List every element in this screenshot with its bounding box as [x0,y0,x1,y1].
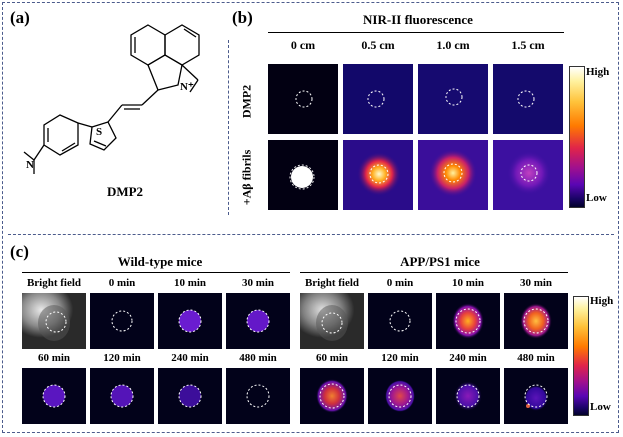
dmp2-structure-drawing: S N N⁺ [23,24,200,174]
app-label-30min: 30 min [519,277,553,289]
wt-image-30min [226,293,290,349]
wt-image-0min [90,293,154,349]
app-ps1-title: APP/PS1 mice [400,254,480,269]
colorbar-c-low: Low [590,401,611,413]
compound-name: DMP2 [106,184,144,199]
app-image-120min [368,368,432,424]
n-plus-label: N⁺ [180,81,194,93]
wt-label-30min: 30 min [241,277,275,289]
wt-image-240min [158,368,222,424]
colorbar-panel-c [573,296,589,416]
panel-b-rule [268,32,564,33]
nir-image-dmp2-0cm [268,64,338,134]
wildtype-rule [22,272,290,273]
wt-label-240min: 240 min [171,352,209,364]
wt-label-120min: 120 min [103,352,141,364]
wt-image-60min [22,368,86,424]
app-image-10min [436,293,500,349]
svg-text:S: S [96,126,102,138]
app-label-480min: 480 min [517,352,555,364]
column-label-0-5cm: 0.5 cm [361,38,395,52]
row-label-dmp2: DMP2 [239,84,254,119]
svg-text:N: N [26,159,34,171]
column-label-1-5cm: 1.5 cm [511,38,545,52]
figure-frame [2,2,619,433]
nir-image-dmp2-1-0cm [418,64,488,134]
app-image-60min [300,368,364,424]
app-image-bright-field [300,293,364,349]
panel-b-title: NIR-II fluorescence [363,12,473,27]
app-image-480min [504,368,568,424]
column-label-1-0cm: 1.0 cm [436,38,470,52]
row-label-abeta-fibrils: +Aβ fibrils [239,149,254,206]
wt-image-480min [226,368,290,424]
nir-image-dmp2-0-5cm [343,64,413,134]
nir-image-abeta-1-5cm [493,140,563,210]
wt-label-bright-field: Bright field [26,277,82,289]
horizontal-separator [8,234,614,235]
wt-image-120min [90,368,154,424]
app-ps1-rule [300,272,568,273]
panel-label-c: (c) [10,242,29,261]
app-image-0min [368,293,432,349]
colorbar-b-low: Low [586,192,607,204]
colorbar-c-high: High [590,295,614,307]
app-image-30min [504,293,568,349]
wildtype-title: Wild-type mice [117,254,203,269]
app-label-240min: 240 min [449,352,487,364]
wt-label-10min: 10 min [173,277,207,289]
panel-label-b: (b) [232,8,253,27]
app-image-240min [436,368,500,424]
app-label-60min: 60 min [315,352,349,364]
wt-image-10min [158,293,222,349]
colorbar-b-high: High [586,66,610,78]
column-label-0cm: 0 cm [290,38,316,52]
app-label-bright-field: Bright field [304,277,360,289]
colorbar-panel-b [569,66,585,208]
nir-image-abeta-1-0cm [418,140,488,210]
nir-image-dmp2-1-5cm [493,64,563,134]
app-label-0min: 0 min [386,277,414,289]
wt-label-480min: 480 min [239,352,277,364]
vertical-separator [228,40,229,215]
panel-label-a: (a) [10,8,30,27]
app-label-120min: 120 min [381,352,419,364]
nir-image-abeta-0-5cm [343,140,413,210]
wt-label-60min: 60 min [37,352,71,364]
app-label-10min: 10 min [451,277,485,289]
wt-label-0min: 0 min [108,277,136,289]
wt-image-bright-field [22,293,86,349]
nir-image-abeta-0cm [268,140,338,210]
